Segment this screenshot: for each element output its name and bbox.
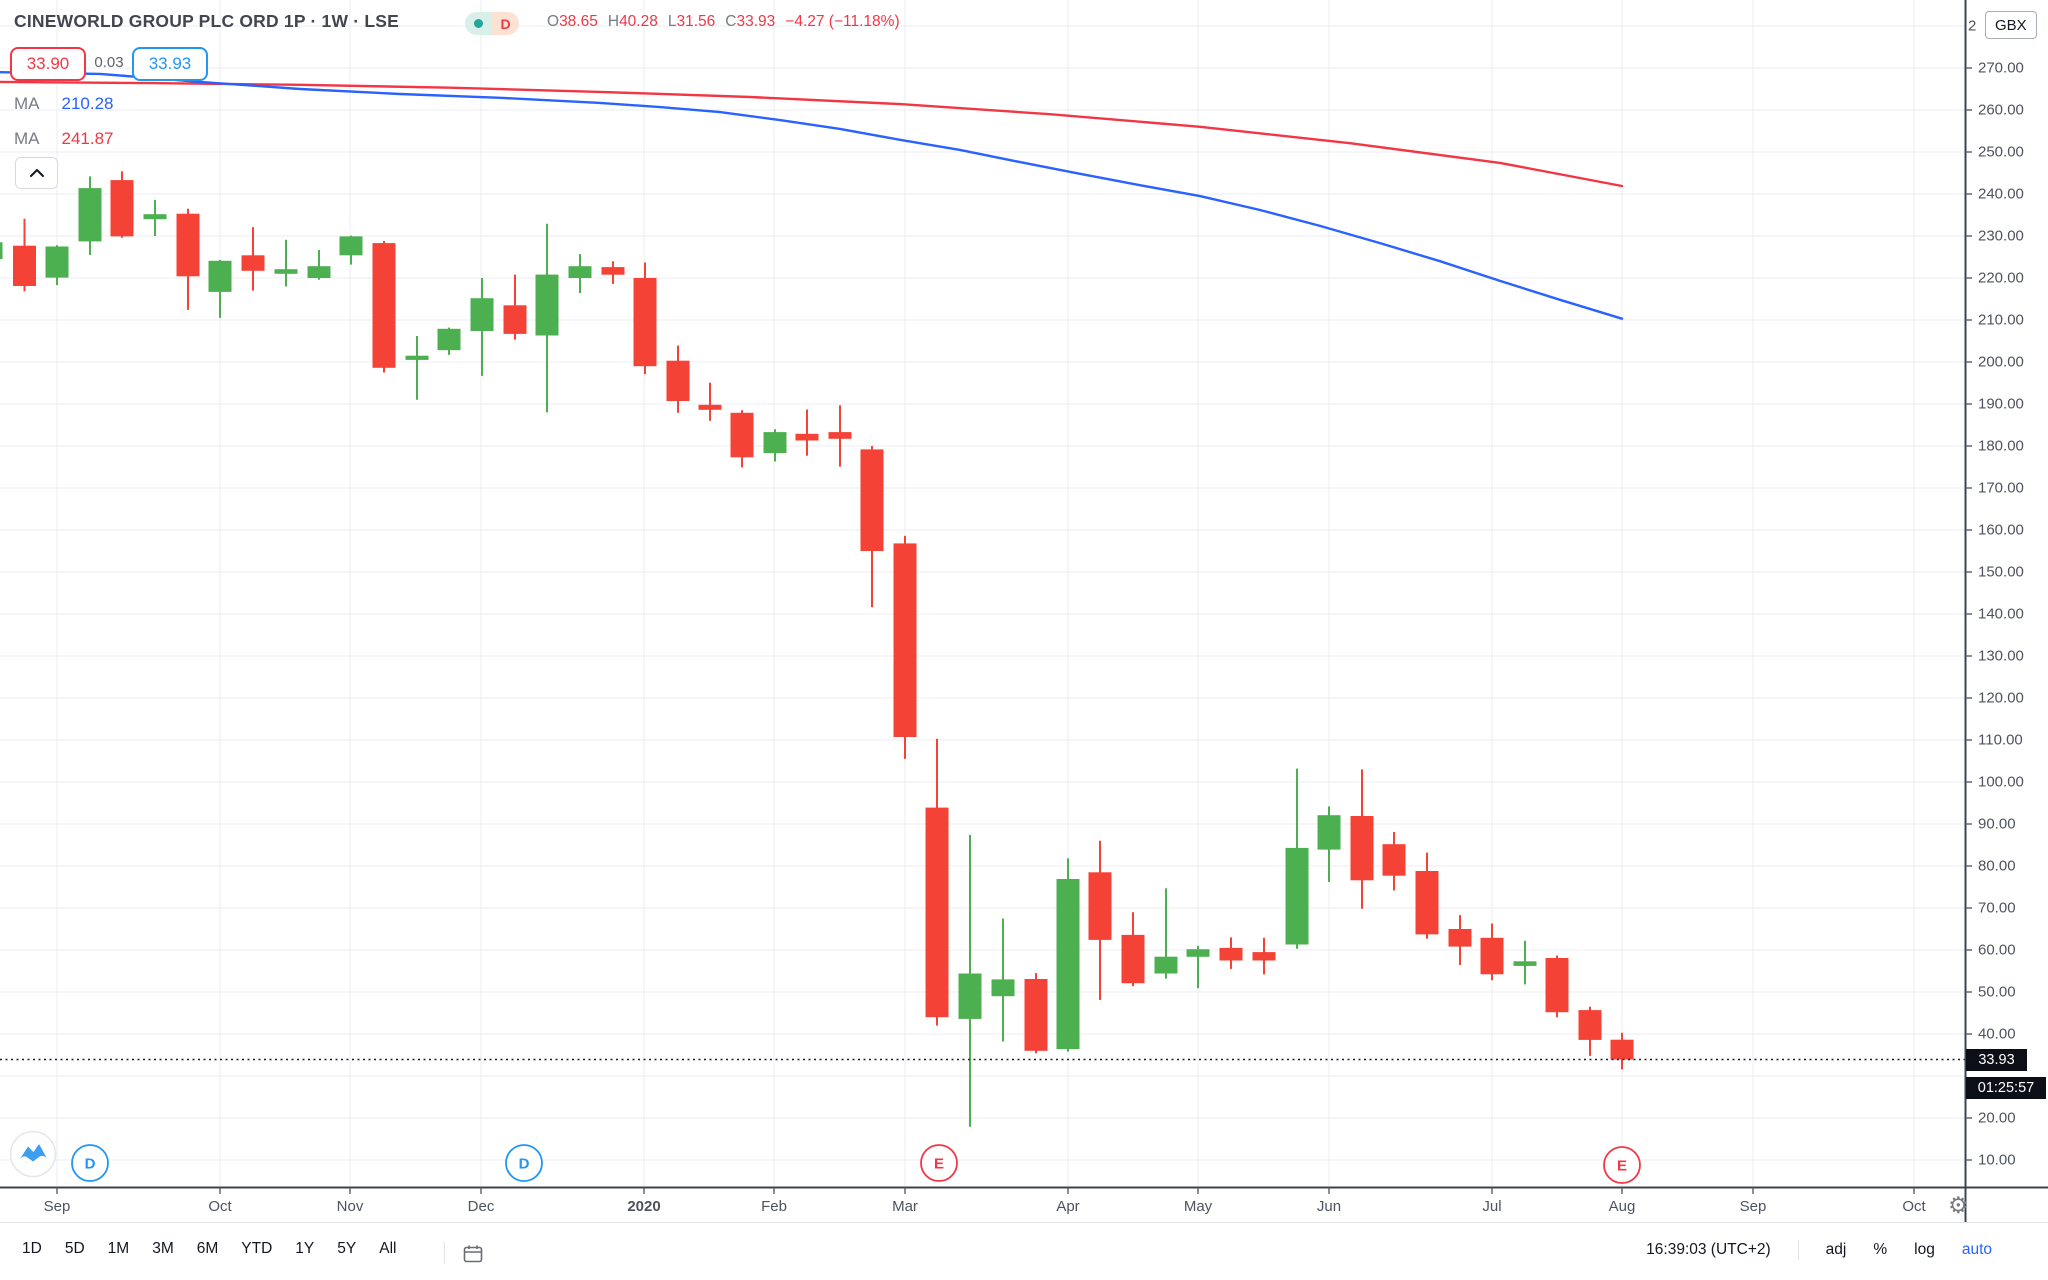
range-switcher: 1D 5D 1M 3M 6M YTD 1Y 5Y All [22, 1240, 396, 1258]
range-all[interactable]: All [379, 1240, 397, 1257]
svg-text:E: E [1617, 1158, 1627, 1175]
divider [1797, 1240, 1799, 1260]
svg-text:Dec: Dec [468, 1198, 495, 1215]
svg-text:Jul: Jul [1482, 1198, 1501, 1215]
ohlc-readout: O38.65 H40.28 L31.56 C33.93 −4.27 (−11.18%) [547, 13, 900, 30]
spread-value: 0.03 [94, 54, 124, 71]
range-ytd[interactable]: YTD [241, 1240, 273, 1257]
svg-text:160.00: 160.00 [1978, 522, 2024, 539]
ma-line [0, 70, 1624, 320]
toolbar-right-cluster: 16:39:03 (UTC+2) adj % log auto [1646, 1240, 1992, 1260]
collapse-panel-button[interactable] [15, 157, 58, 189]
mountain-logo-icon [20, 1144, 47, 1162]
svg-text:Sep: Sep [44, 1198, 71, 1215]
bar-countdown-tag: 01:25:57 [1966, 1077, 2046, 1099]
svg-text:200.00: 200.00 [1978, 354, 2024, 371]
adjust-toggle[interactable]: adj [1825, 1241, 1847, 1258]
svg-text:270.00: 270.00 [1978, 60, 2024, 77]
svg-text:Mar: Mar [892, 1198, 918, 1215]
svg-text:210.00: 210.00 [1978, 312, 2024, 329]
ma-row-2: MA 241.87 [14, 129, 114, 148]
gear-icon[interactable]: ⚙ [1948, 1192, 1969, 1218]
svg-text:120.00: 120.00 [1978, 690, 2024, 707]
svg-text:May: May [1184, 1198, 1213, 1215]
symbol-title: CINEWORLD GROUP PLC ORD 1P · 1W · LSE [14, 11, 399, 31]
toolbar-divider [444, 1242, 445, 1264]
range-5y[interactable]: 5Y [337, 1240, 357, 1257]
range-5d[interactable]: 5D [64, 1240, 85, 1257]
svg-text:Oct: Oct [1902, 1198, 1926, 1215]
svg-text:250.00: 250.00 [1978, 144, 2024, 161]
change-readout: −4.27 (−11.18%) [785, 13, 900, 30]
svg-text:150.00: 150.00 [1978, 564, 2024, 581]
svg-text:110.00: 110.00 [1978, 732, 2023, 749]
range-1y[interactable]: 1Y [295, 1240, 315, 1257]
ma-row-1: MA 210.28 [14, 94, 114, 113]
svg-text:170.00: 170.00 [1978, 480, 2024, 497]
svg-text:D: D [85, 1156, 96, 1173]
svg-text:130.00: 130.00 [1978, 648, 2024, 665]
svg-text:2: 2 [1968, 18, 1976, 35]
chevron-up-icon [29, 169, 44, 177]
svg-text:40.00: 40.00 [1978, 1026, 2016, 1043]
ma2-value: 241.87 [61, 129, 114, 148]
svg-text:50.00: 50.00 [1978, 984, 2016, 1001]
range-3m[interactable]: 3M [152, 1240, 174, 1257]
svg-text:Jun: Jun [1317, 1198, 1341, 1215]
bid-price-button[interactable]: 33.90 [10, 47, 86, 81]
svg-text:Aug: Aug [1609, 1198, 1636, 1215]
svg-text:70.00: 70.00 [1978, 900, 2016, 917]
svg-text:20.00: 20.00 [1978, 1110, 2016, 1127]
ma-line [0, 80, 1624, 188]
calendar-icon [463, 1245, 483, 1263]
daily-badge: D [492, 12, 519, 35]
svg-text:230.00: 230.00 [1978, 228, 2024, 245]
go-to-date-button[interactable] [462, 1243, 484, 1270]
svg-text:Apr: Apr [1056, 1198, 1079, 1215]
svg-text:Feb: Feb [761, 1198, 787, 1215]
time-axis[interactable]: Sep Oct Nov Dec 2020 Feb Mar Apr May Jun Jul Aug Sep… [44, 1187, 1927, 1215]
svg-text:80.00: 80.00 [1978, 858, 2016, 875]
price-axis[interactable]: 270.00260.00250.00240.00230.00220.00210.… [1965, 18, 2024, 1169]
candles [0, 171, 1634, 1127]
svg-text:Nov: Nov [337, 1198, 364, 1215]
chart-canvas[interactable]: 270.00260.00250.00240.00230.00220.00210.… [0, 0, 2048, 1223]
toolbar-separator [0, 1222, 2048, 1223]
bottom-toolbar [0, 1223, 2048, 1280]
svg-text:10.00: 10.00 [1978, 1152, 2016, 1169]
currency-unit-button[interactable]: GBX [1985, 11, 2037, 39]
svg-text:100.00: 100.00 [1978, 774, 2024, 791]
percent-toggle[interactable]: % [1873, 1241, 1888, 1258]
interval-badge[interactable]: D [465, 12, 519, 35]
status-dot-wrap [465, 12, 492, 35]
svg-text:D: D [519, 1156, 530, 1173]
svg-text:Oct: Oct [208, 1198, 232, 1215]
svg-text:190.00: 190.00 [1978, 396, 2024, 413]
svg-text:220.00: 220.00 [1978, 270, 2024, 287]
log-toggle[interactable]: log [1914, 1241, 1935, 1258]
svg-text:E: E [934, 1156, 944, 1173]
range-1d[interactable]: 1D [22, 1240, 42, 1257]
svg-text:180.00: 180.00 [1978, 438, 2024, 455]
ask-price-button[interactable]: 33.93 [132, 47, 208, 81]
market-status-dot [474, 19, 483, 28]
svg-text:2020: 2020 [627, 1198, 660, 1215]
gridlines [0, 0, 1965, 1187]
svg-text:240.00: 240.00 [1978, 186, 2024, 203]
last-price-tag: 33.93 [1966, 1049, 2027, 1071]
svg-text:60.00: 60.00 [1978, 942, 2016, 959]
clock-readout: 16:39:03 (UTC+2) [1646, 1241, 1771, 1258]
broker-logo[interactable] [9, 1130, 57, 1183]
svg-text:140.00: 140.00 [1978, 606, 2024, 623]
auto-scale-toggle[interactable]: auto [1961, 1241, 1992, 1258]
svg-text:260.00: 260.00 [1978, 102, 2024, 119]
range-6m[interactable]: 6M [196, 1240, 219, 1257]
svg-text:90.00: 90.00 [1978, 816, 2016, 833]
svg-text:Sep: Sep [1740, 1198, 1767, 1215]
range-1m[interactable]: 1M [107, 1240, 130, 1257]
ma1-value: 210.28 [61, 94, 114, 113]
